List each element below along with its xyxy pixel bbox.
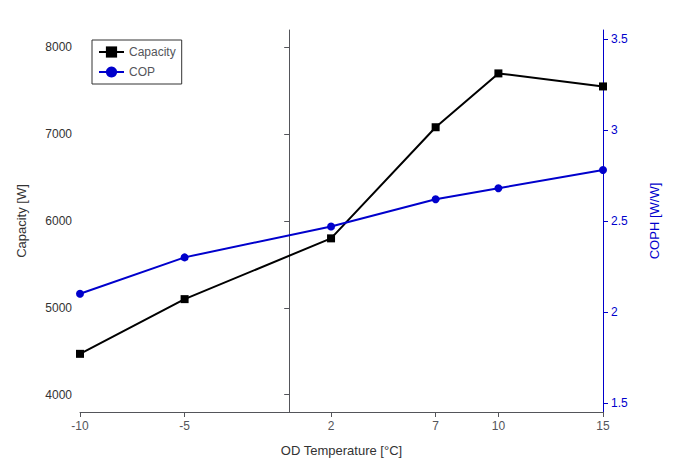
- svg-text:2: 2: [611, 305, 618, 319]
- svg-text:COP: COP: [129, 65, 155, 79]
- svg-text:Capacity [W]: Capacity [W]: [14, 184, 29, 258]
- svg-text:-10: -10: [71, 419, 89, 433]
- svg-text:10: 10: [492, 419, 506, 433]
- svg-text:5000: 5000: [45, 301, 72, 315]
- svg-text:7: 7: [432, 419, 439, 433]
- svg-text:-5: -5: [179, 419, 190, 433]
- svg-text:7000: 7000: [45, 127, 72, 141]
- svg-text:COPH [W/W]: COPH [W/W]: [647, 183, 662, 260]
- svg-text:Capacity: Capacity: [129, 45, 176, 59]
- svg-text:3: 3: [611, 123, 618, 137]
- svg-text:2: 2: [328, 419, 335, 433]
- svg-text:8000: 8000: [45, 40, 72, 54]
- svg-text:2.5: 2.5: [611, 214, 628, 228]
- svg-text:3.5: 3.5: [611, 32, 628, 46]
- svg-text:4000: 4000: [45, 388, 72, 402]
- svg-text:1.5: 1.5: [611, 396, 628, 410]
- svg-text:15: 15: [596, 419, 610, 433]
- svg-text:OD Temperature [°C]: OD Temperature [°C]: [281, 443, 402, 458]
- svg-text:6000: 6000: [45, 214, 72, 228]
